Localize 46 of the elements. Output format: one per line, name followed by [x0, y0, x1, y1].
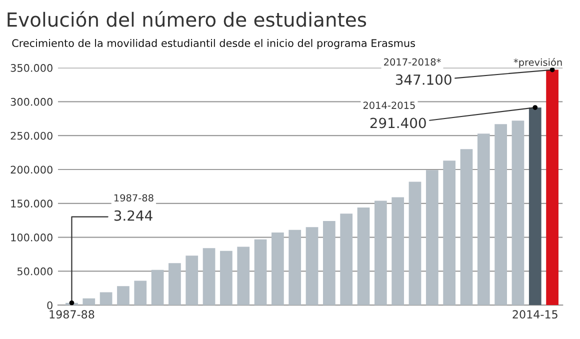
chart-subtitle: Crecimiento de la movilidad estudiantil desde el inicio del programa Erasmus — [12, 38, 415, 50]
bar — [220, 250, 232, 306]
bar — [237, 246, 250, 306]
bar — [117, 286, 130, 306]
bar — [151, 270, 164, 306]
y-tick-label: 50.000 — [17, 267, 52, 276]
data-label: 3.244 — [114, 210, 152, 221]
bar — [512, 120, 524, 306]
bar — [546, 70, 558, 306]
bar — [100, 292, 112, 306]
bar — [272, 232, 284, 306]
bar — [477, 134, 490, 306]
bar — [202, 248, 216, 306]
data-label: 347.100 — [396, 74, 452, 85]
bar — [288, 230, 302, 306]
bar — [82, 298, 96, 306]
bar — [460, 149, 473, 306]
text: *previsión — [514, 58, 562, 68]
y-tick-label: 100.000 — [11, 234, 52, 242]
bar — [168, 263, 181, 306]
bar — [340, 214, 353, 306]
y-tick-label: 250.000 — [10, 132, 52, 140]
annotation: 1987-88 — [114, 194, 154, 202]
bar — [254, 239, 267, 306]
y-tick-label: 200.000 — [10, 166, 52, 174]
bar — [374, 200, 387, 306]
bar — [392, 197, 404, 306]
bar — [426, 170, 438, 306]
y-tick-label: 300.000 — [10, 98, 52, 106]
chart-title: Evolución del número de estudiantes — [8, 11, 366, 27]
y-tick-label: 0 — [47, 301, 52, 310]
bar — [186, 256, 198, 306]
bar — [323, 221, 336, 306]
bar — [134, 280, 147, 306]
y-tick-label: 350.000 — [10, 64, 52, 72]
bar — [443, 160, 456, 306]
x-tick-label: 2014-15 — [512, 310, 558, 319]
bar — [528, 108, 542, 306]
data-label: 291.400 — [370, 118, 426, 128]
text: 2017-2018* — [384, 58, 441, 66]
annotation: 2014-2015 — [363, 102, 415, 109]
bar — [357, 207, 370, 306]
bar — [306, 227, 318, 306]
bar — [408, 182, 422, 306]
y-tick-label: 150.000 — [11, 200, 52, 208]
bar — [494, 124, 507, 306]
